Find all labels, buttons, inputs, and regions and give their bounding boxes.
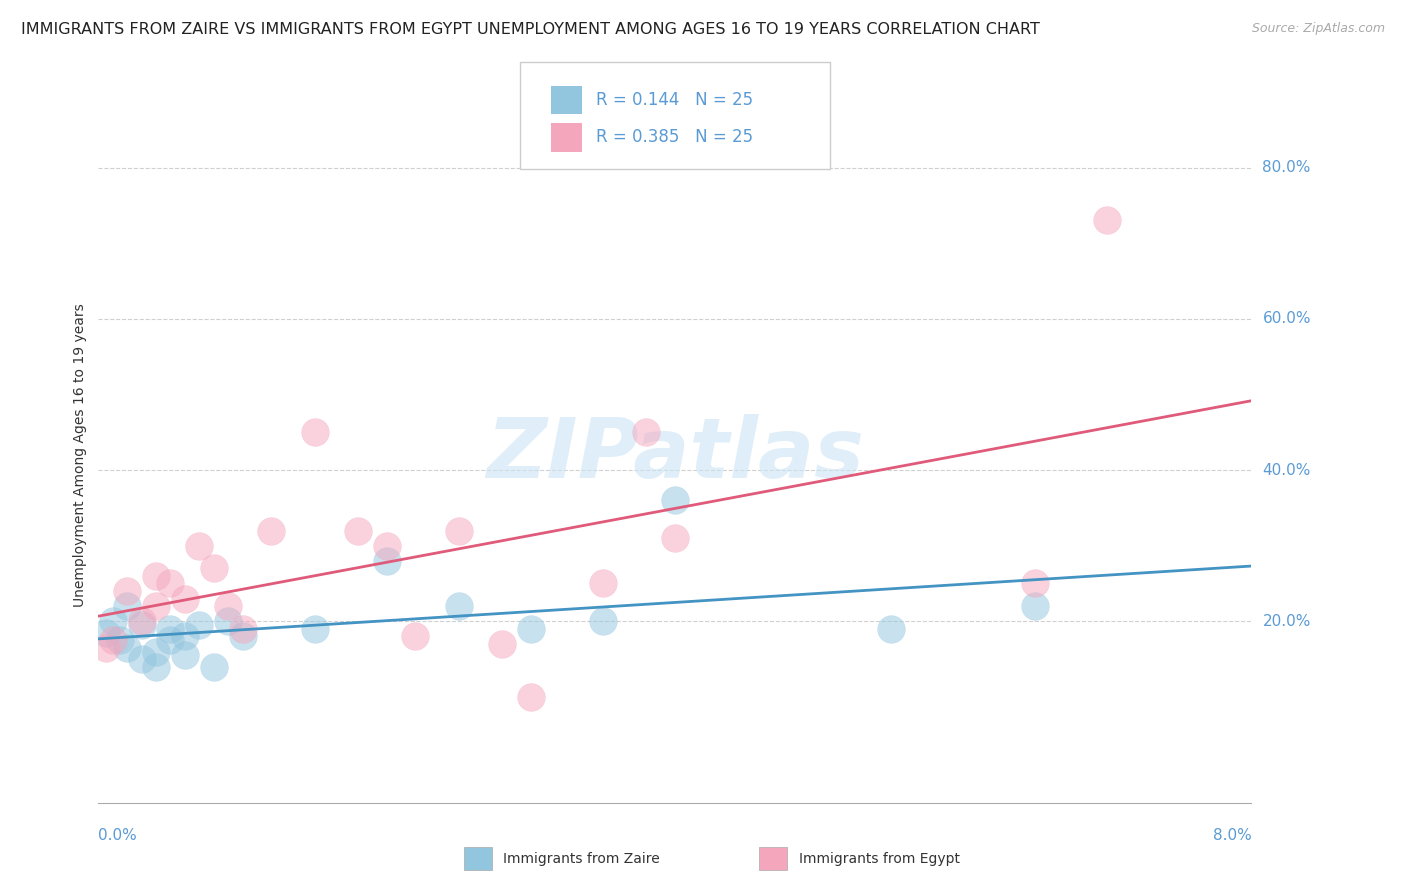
Text: Immigrants from Egypt: Immigrants from Egypt [799,852,960,865]
Text: Source: ZipAtlas.com: Source: ZipAtlas.com [1251,22,1385,36]
Point [1097,213,1119,227]
Point [202,659,225,673]
Point [174,591,197,606]
Point [159,622,181,636]
Point [117,584,138,599]
Text: R = 0.385   N = 25: R = 0.385 N = 25 [596,128,754,146]
Point [260,524,283,538]
Point [117,640,138,655]
Point [217,615,239,629]
Bar [551,86,582,114]
Point [880,622,903,636]
Point [101,615,124,629]
Point [1024,576,1046,591]
Point [131,618,153,632]
Point [117,599,138,614]
Point [145,569,167,583]
Point [145,644,167,658]
Point [174,629,197,643]
Text: ZIPatlas: ZIPatlas [486,415,863,495]
Point [375,554,398,568]
Point [131,615,153,629]
Point [491,637,513,651]
Text: IMMIGRANTS FROM ZAIRE VS IMMIGRANTS FROM EGYPT UNEMPLOYMENT AMONG AGES 16 TO 19 : IMMIGRANTS FROM ZAIRE VS IMMIGRANTS FROM… [21,22,1040,37]
Point [131,652,153,666]
Point [188,618,211,632]
Bar [551,123,582,152]
Point [304,622,326,636]
Point [217,599,239,614]
Point [174,648,197,663]
Y-axis label: Unemployment Among Ages 16 to 19 years: Unemployment Among Ages 16 to 19 years [73,303,87,607]
Point [346,524,368,538]
Text: 8.0%: 8.0% [1212,828,1251,843]
Point [145,599,167,614]
Point [188,539,211,553]
Point [231,622,254,636]
Point [519,690,541,704]
Point [145,659,167,673]
Text: R = 0.144   N = 25: R = 0.144 N = 25 [596,91,754,109]
Point [375,539,398,553]
Text: 0.0%: 0.0% [98,828,138,843]
Point [592,615,614,629]
Point [159,633,181,648]
Text: 40.0%: 40.0% [1263,463,1310,477]
Point [1024,599,1046,614]
Text: 20.0%: 20.0% [1263,614,1310,629]
Text: 80.0%: 80.0% [1263,160,1310,175]
Point [447,599,470,614]
Point [664,531,686,545]
Point [94,640,117,655]
Point [101,633,124,648]
Point [304,425,326,440]
Point [447,524,470,538]
Point [664,493,686,508]
Point [636,425,658,440]
Text: Immigrants from Zaire: Immigrants from Zaire [503,852,659,865]
Point [202,561,225,575]
Point [405,629,427,643]
Text: 60.0%: 60.0% [1263,311,1310,326]
Point [519,622,541,636]
Point [94,625,117,640]
Point [108,633,131,648]
Bar [759,847,787,870]
Point [159,576,181,591]
Point [231,629,254,643]
Point [592,576,614,591]
Bar [464,847,492,870]
